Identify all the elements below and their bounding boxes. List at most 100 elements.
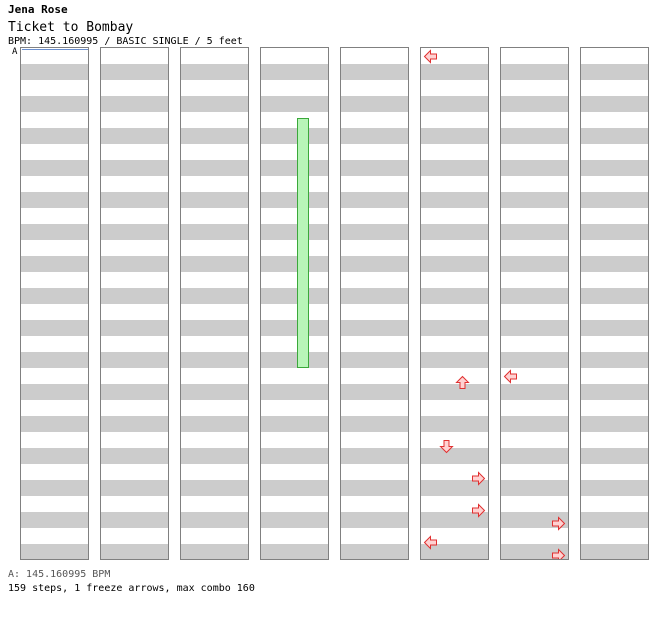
beat-band <box>581 416 648 432</box>
beat-band <box>341 64 408 80</box>
right-arrow-icon <box>552 516 566 531</box>
beat-band <box>181 352 248 368</box>
beat-band <box>501 480 568 496</box>
beat-band <box>181 512 248 528</box>
beat-band <box>261 192 328 208</box>
beat-band <box>341 128 408 144</box>
beat-band <box>261 320 328 336</box>
beat-band <box>101 544 168 559</box>
beat-band <box>581 480 648 496</box>
beat-band <box>181 64 248 80</box>
right-arrow-icon <box>472 471 486 486</box>
left-arrow-icon <box>503 369 517 384</box>
beat-band <box>101 64 168 80</box>
beat-band <box>101 416 168 432</box>
beat-band <box>421 128 488 144</box>
beat-band <box>341 288 408 304</box>
chart-footer: A: 145.160995 BPM 159 steps, 1 freeze ar… <box>8 568 255 596</box>
footer-stats: 159 steps, 1 freeze arrows, max combo 16… <box>8 583 255 594</box>
beat-band <box>341 256 408 272</box>
chart-header: Jena Rose Ticket to Bombay BPM: 145.1609… <box>8 3 243 48</box>
left-arrow-icon <box>423 49 437 64</box>
beat-band <box>341 96 408 112</box>
beat-band <box>581 64 648 80</box>
beat-band <box>181 384 248 400</box>
beat-band <box>421 256 488 272</box>
beat-band <box>21 512 88 528</box>
up-arrow-icon <box>455 375 470 389</box>
chart-column <box>420 47 489 560</box>
beat-band <box>181 192 248 208</box>
down-arrow-icon <box>439 440 454 454</box>
beat-band <box>501 288 568 304</box>
beat-band <box>21 256 88 272</box>
freeze-arrow-hold <box>297 118 309 368</box>
chart-column <box>580 47 649 560</box>
beat-band <box>181 96 248 112</box>
beat-band <box>261 160 328 176</box>
beat-band <box>581 512 648 528</box>
beat-band <box>341 544 408 559</box>
beat-band <box>421 288 488 304</box>
beat-band <box>21 416 88 432</box>
beat-band <box>101 512 168 528</box>
beat-band <box>101 160 168 176</box>
chart-column <box>340 47 409 560</box>
beat-band <box>181 320 248 336</box>
beat-band <box>501 448 568 464</box>
beat-band <box>421 96 488 112</box>
beat-band <box>581 320 648 336</box>
beat-band <box>181 288 248 304</box>
beat-band <box>581 448 648 464</box>
beat-band <box>101 288 168 304</box>
beat-band <box>181 256 248 272</box>
beat-band <box>101 256 168 272</box>
beat-band <box>21 320 88 336</box>
beat-band <box>21 128 88 144</box>
beat-band <box>581 256 648 272</box>
beat-band <box>181 416 248 432</box>
beat-band <box>581 384 648 400</box>
song-title: Ticket to Bombay <box>8 20 134 35</box>
beat-band <box>21 64 88 80</box>
beat-band <box>501 352 568 368</box>
beat-band <box>101 224 168 240</box>
beat-band <box>181 544 248 559</box>
beat-band <box>421 352 488 368</box>
beat-band <box>181 480 248 496</box>
beat-band <box>261 224 328 240</box>
beat-band <box>421 192 488 208</box>
beat-band <box>21 480 88 496</box>
beat-band <box>101 480 168 496</box>
beat-band <box>261 288 328 304</box>
beat-band <box>421 480 488 496</box>
beat-band <box>261 544 328 559</box>
beat-band <box>261 512 328 528</box>
beat-band <box>21 352 88 368</box>
beat-band <box>21 160 88 176</box>
beat-band <box>341 224 408 240</box>
beat-band <box>21 96 88 112</box>
beat-band <box>181 448 248 464</box>
beat-band <box>21 288 88 304</box>
beat-band <box>101 96 168 112</box>
beat-band <box>181 224 248 240</box>
beat-band <box>261 128 328 144</box>
bpm-marker-label: A <box>12 47 18 57</box>
beat-band <box>581 288 648 304</box>
beat-band <box>341 192 408 208</box>
beat-band <box>341 320 408 336</box>
beat-band <box>341 512 408 528</box>
beat-band <box>501 256 568 272</box>
chart-column <box>20 47 89 560</box>
beat-band <box>261 256 328 272</box>
beat-band <box>581 352 648 368</box>
beat-band <box>21 384 88 400</box>
artist-name: Jena Rose <box>8 3 68 16</box>
beat-band <box>501 320 568 336</box>
beat-band <box>581 128 648 144</box>
left-arrow-icon <box>423 535 437 550</box>
beat-band <box>501 224 568 240</box>
beat-band <box>421 512 488 528</box>
beat-band <box>341 480 408 496</box>
